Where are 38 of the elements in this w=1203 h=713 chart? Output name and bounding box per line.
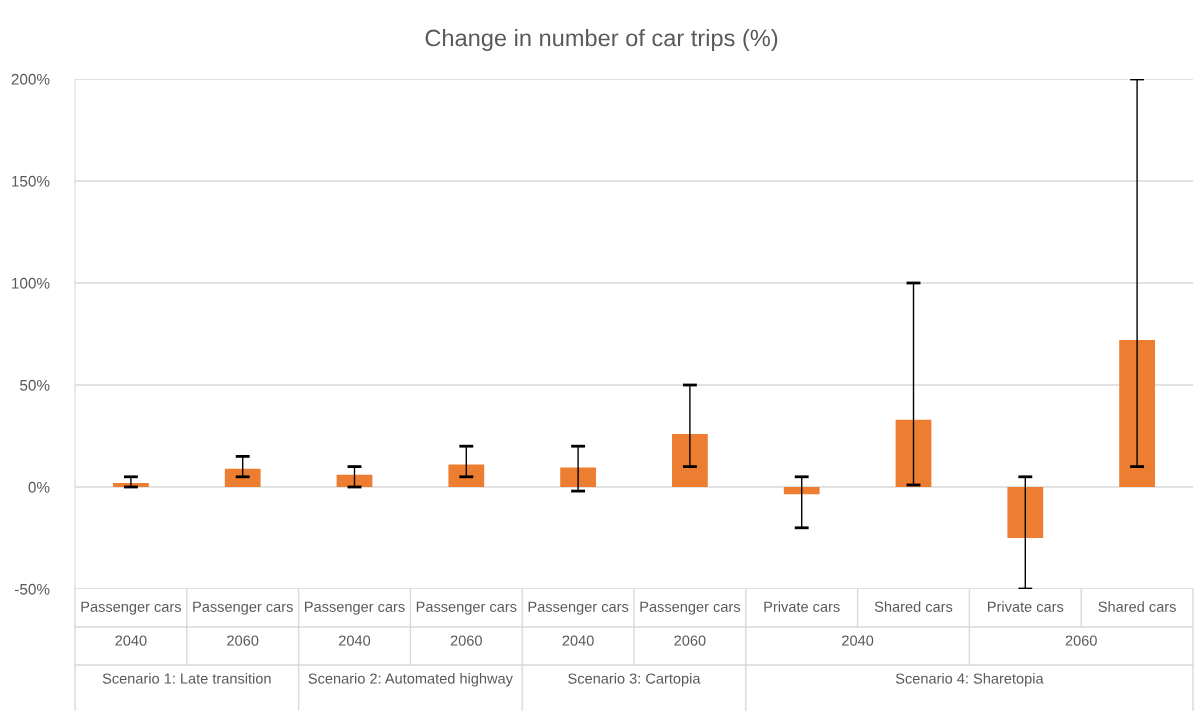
text: 2040 [115, 635, 147, 646]
text: 2040 [339, 635, 371, 646]
text: 2060 [227, 635, 259, 646]
x-tick-label: Passenger cars [81, 601, 182, 615]
text: 2060 [450, 635, 482, 646]
text: 2040 [842, 635, 874, 646]
x-tick-label: Private cars [764, 601, 840, 612]
text: Scenario 3: Cartopia [568, 673, 701, 687]
bar [1007, 487, 1044, 538]
bar [783, 487, 820, 495]
x-tick-label: Shared cars [874, 601, 953, 612]
bar [336, 474, 373, 487]
bar [560, 467, 596, 487]
text: Scenario 1: Late transition [102, 673, 271, 684]
y-tick-label: 100% [12, 277, 50, 289]
text: 2040 [562, 635, 594, 646]
x-tick-label: Private cars [988, 601, 1064, 612]
text: 2060 [674, 635, 706, 646]
chart-title: Change in number of car trips (%) [425, 29, 778, 51]
bar [895, 419, 932, 487]
y-tick-label: 0% [28, 481, 50, 493]
x-tick-label: Passenger cars [193, 601, 293, 615]
bar [1119, 340, 1155, 487]
x-tick-label: Shared cars [1098, 601, 1176, 612]
x-tick-label: Passenger cars [528, 601, 629, 615]
x-tick-label: Passenger cars [305, 601, 405, 615]
text: Scenario 4: Sharetopia [895, 673, 1044, 687]
text: 2060 [1065, 635, 1097, 646]
y-tick-label: 50% [20, 379, 50, 391]
bar [224, 468, 261, 487]
x-tick-label: Passenger cars [640, 601, 741, 615]
bar [448, 464, 485, 487]
y-tick-label: -50% [15, 583, 50, 595]
y-tick-label: 200% [11, 73, 50, 85]
y-tick-label: 150% [12, 175, 50, 187]
bar [672, 433, 708, 487]
x-tick-label: Passenger cars [416, 601, 517, 615]
text: Scenario 2: Automated highway [308, 673, 513, 687]
